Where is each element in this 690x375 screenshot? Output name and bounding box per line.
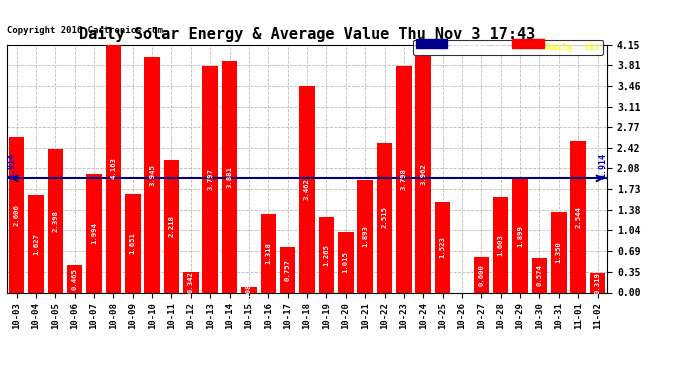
Text: 3.797: 3.797: [207, 168, 213, 190]
Text: 1.914: 1.914: [598, 153, 607, 178]
Bar: [551, 212, 566, 292]
Text: Copyright 2016 Cartronics.com: Copyright 2016 Cartronics.com: [7, 26, 163, 35]
Text: 1.893: 1.893: [362, 225, 368, 247]
Text: 3.945: 3.945: [149, 164, 155, 186]
Bar: [396, 66, 412, 292]
Text: 0.574: 0.574: [536, 264, 542, 286]
Bar: [202, 66, 218, 292]
Bar: [338, 232, 353, 292]
Text: 1.627: 1.627: [33, 233, 39, 255]
Bar: [144, 57, 160, 292]
Text: 0.600: 0.600: [478, 264, 484, 285]
Bar: [86, 174, 102, 292]
Bar: [241, 287, 257, 292]
Bar: [261, 214, 276, 292]
Bar: [28, 195, 43, 292]
Text: 0.757: 0.757: [285, 259, 290, 281]
Text: 2.398: 2.398: [52, 210, 59, 232]
Text: 0.465: 0.465: [72, 268, 78, 290]
Text: 2.515: 2.515: [382, 207, 388, 228]
Legend: Average ($), Daily  ($): Average ($), Daily ($): [413, 40, 602, 55]
Text: 0.342: 0.342: [188, 272, 194, 293]
Bar: [67, 265, 82, 292]
Bar: [377, 142, 392, 292]
Text: 1.265: 1.265: [324, 244, 329, 266]
Bar: [299, 86, 315, 292]
Text: 0.085: 0.085: [246, 279, 252, 301]
Bar: [222, 61, 237, 292]
Bar: [48, 150, 63, 292]
Text: 2.606: 2.606: [14, 204, 19, 226]
Bar: [512, 179, 528, 292]
Bar: [357, 180, 373, 292]
Text: 1.651: 1.651: [130, 232, 136, 254]
Bar: [435, 202, 451, 292]
Bar: [590, 273, 605, 292]
Bar: [125, 194, 141, 292]
Text: 3.798: 3.798: [401, 168, 407, 190]
Bar: [106, 44, 121, 292]
Text: 2.544: 2.544: [575, 206, 581, 228]
Bar: [415, 56, 431, 292]
Text: 1.914: 1.914: [7, 153, 16, 178]
Text: 1.523: 1.523: [440, 236, 446, 258]
Bar: [319, 217, 334, 292]
Bar: [493, 197, 509, 292]
Bar: [164, 160, 179, 292]
Text: 0.319: 0.319: [595, 272, 600, 294]
Text: 3.462: 3.462: [304, 178, 310, 200]
Title: Daily Solar Energy & Average Value Thu Nov 3 17:43: Daily Solar Energy & Average Value Thu N…: [79, 27, 535, 42]
Text: 1.899: 1.899: [517, 225, 523, 247]
Text: 1.350: 1.350: [555, 241, 562, 263]
Bar: [183, 272, 199, 292]
Bar: [473, 257, 489, 292]
Bar: [9, 137, 24, 292]
Text: 1.603: 1.603: [497, 234, 504, 256]
Text: 3.881: 3.881: [226, 166, 233, 188]
Text: 4.163: 4.163: [110, 158, 117, 179]
Text: 1.318: 1.318: [266, 242, 271, 264]
Text: 2.218: 2.218: [168, 215, 175, 237]
Bar: [532, 258, 547, 292]
Text: 3.962: 3.962: [420, 164, 426, 185]
Bar: [571, 141, 586, 292]
Text: 1.015: 1.015: [343, 251, 348, 273]
Bar: [280, 248, 295, 292]
Text: 1.994: 1.994: [91, 222, 97, 244]
